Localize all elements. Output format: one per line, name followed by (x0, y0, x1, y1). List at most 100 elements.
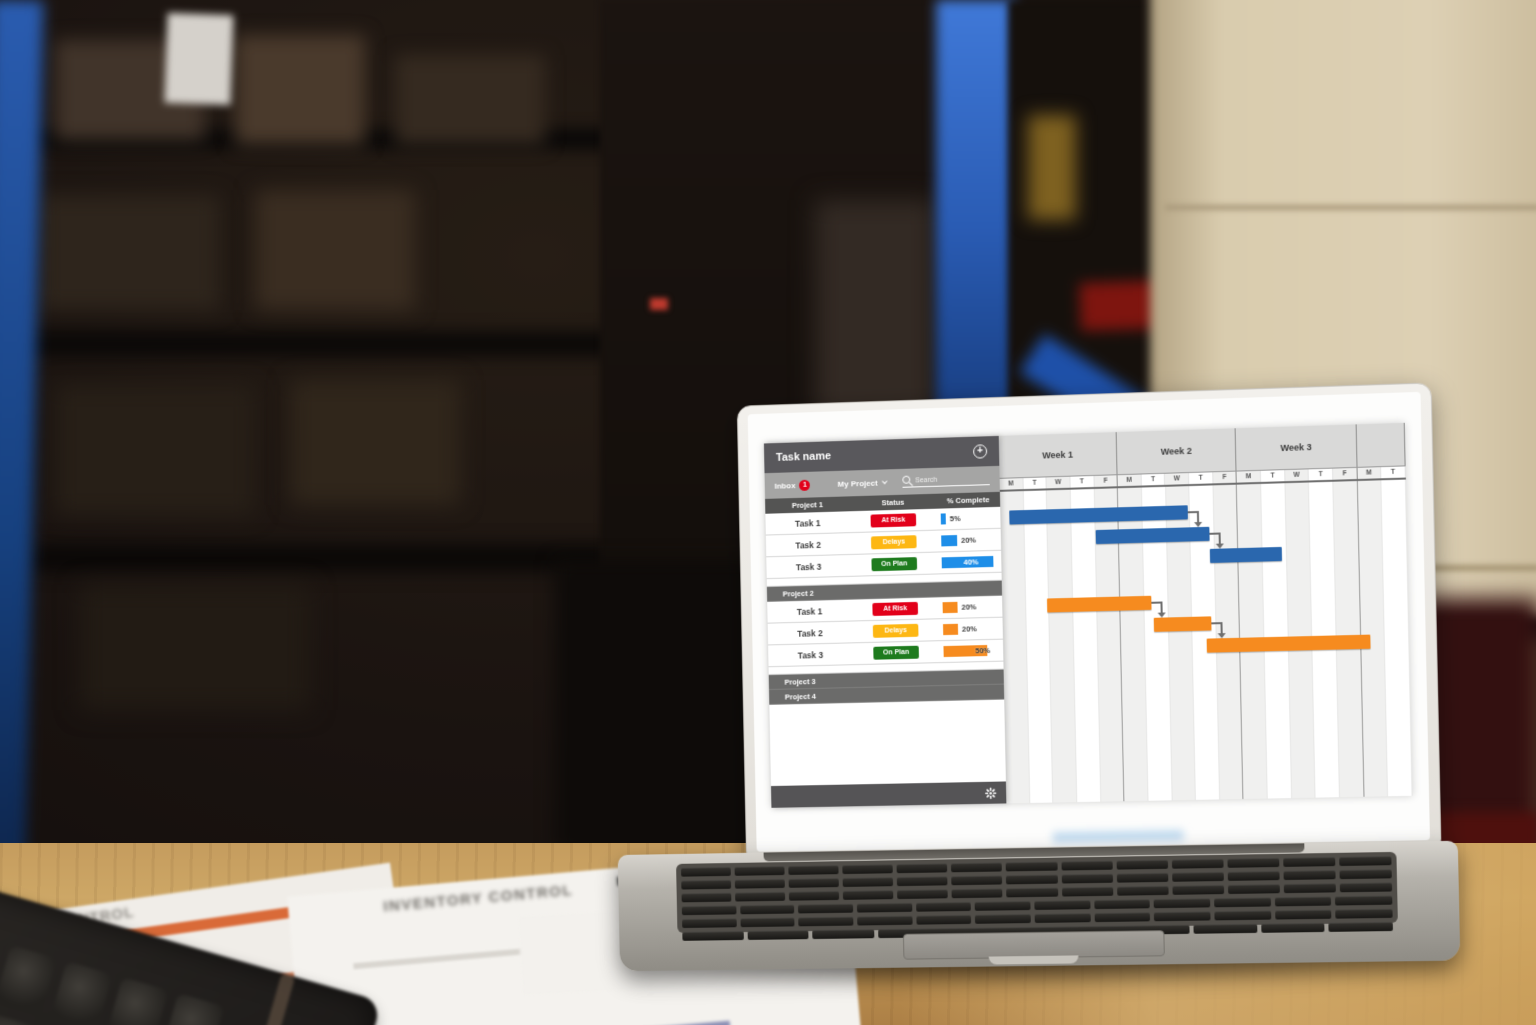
keyboard-key (857, 915, 913, 926)
keyboard-key (1193, 923, 1258, 934)
document-text-line (580, 1020, 731, 1025)
keyboard-key (734, 866, 785, 876)
keyboard-key (974, 901, 1031, 911)
keyboard-key (1227, 871, 1280, 881)
settings-gear-icon[interactable] (984, 786, 997, 799)
gantt-bar[interactable] (1154, 616, 1212, 632)
keyboard-key (739, 904, 795, 915)
laptop-lid: Task name + Inbox 1 My Project (736, 382, 1442, 865)
status-badge: Delays (870, 535, 917, 550)
gantt-day-label: T (1023, 477, 1047, 490)
dependency-connector (1157, 612, 1166, 618)
gantt-day-label: T (1070, 475, 1095, 488)
keyboard-key (1061, 860, 1113, 871)
gantt-day-label: T (1260, 470, 1286, 482)
gantt-day-label: M (1357, 467, 1382, 480)
keyboard-key (1006, 887, 1058, 898)
keyboard-key (747, 930, 809, 940)
gantt-bar[interactable] (1046, 595, 1152, 613)
keyboard-key (1154, 911, 1211, 922)
gantt-body (999, 479, 1413, 804)
keyboard-key (916, 914, 972, 925)
search-box[interactable] (902, 473, 990, 488)
keyboard-key (1261, 922, 1325, 933)
shelf-beam (30, 545, 610, 571)
gantt-day-label: M (999, 478, 1024, 490)
keyboard-key (1061, 886, 1113, 897)
search-icon (902, 475, 911, 484)
gantt-day-label: T (1189, 472, 1214, 485)
keyboard-key (1094, 899, 1151, 910)
inbox-button[interactable]: Inbox 1 (774, 479, 811, 491)
pallet-box (395, 55, 545, 145)
blue-rack-beam (0, 0, 44, 901)
hanging-label (164, 12, 234, 106)
keyboard-key (951, 862, 1003, 873)
pallet-box (235, 35, 365, 145)
gantt-week-header: Week 3 (1236, 424, 1358, 471)
panel-footer (771, 781, 1007, 808)
keyboard-key (682, 918, 737, 928)
keyboard-key (798, 916, 854, 927)
gantt-day-label: F (1333, 467, 1358, 480)
keyboard-key (1172, 884, 1224, 895)
percent-label: 5% (949, 513, 961, 524)
keyboard-key (897, 876, 948, 887)
keyboard-key (896, 863, 948, 874)
task-name: Task 2 (795, 539, 821, 551)
keyboard-key (843, 890, 894, 900)
task-panel: Task name + Inbox 1 My Project (763, 435, 1007, 808)
search-input[interactable] (915, 475, 983, 485)
keyboard-key (681, 879, 732, 890)
keyboard-key (897, 889, 949, 900)
gantt-bar[interactable] (1209, 546, 1283, 564)
dependency-connector (1217, 633, 1226, 639)
status-badge: On Plan (871, 557, 918, 572)
pallet-box (290, 380, 460, 505)
project-selector[interactable]: My Project (838, 478, 888, 488)
keyboard-key (1339, 882, 1393, 893)
page-title: Task name (775, 450, 832, 464)
percent-label: 20% (961, 624, 977, 634)
keyboard-key (1227, 857, 1280, 868)
task-name: Task 3 (797, 649, 824, 661)
keyboard-key (788, 865, 839, 875)
project-app-window: Task name + Inbox 1 My Project (763, 422, 1413, 808)
keyboard-key (1328, 921, 1393, 932)
progress-bar (940, 513, 946, 525)
gantt-day-label: F (1094, 475, 1118, 487)
column-header-status: Status (881, 497, 905, 508)
keyboard-key (789, 890, 840, 901)
percent-label: 20% (961, 535, 977, 545)
status-badge: Delays (872, 623, 919, 638)
keyboard-key (1171, 871, 1224, 882)
keyboard-key (681, 905, 737, 916)
gantt-day-label: M (1236, 470, 1262, 483)
calculator-key (161, 993, 225, 1025)
percent-label: 40% (963, 557, 979, 567)
lid-notch (988, 955, 1079, 965)
group-name: Project 3 (784, 676, 816, 687)
keyboard-key (842, 864, 894, 875)
keyboard-key (740, 917, 795, 928)
gantt-day-label: T (1381, 466, 1406, 479)
keyboard-key (1006, 874, 1058, 885)
gantt-day-label: W (1046, 476, 1071, 489)
keyboard-key (1153, 898, 1211, 909)
status-badge: At Risk (872, 601, 919, 616)
keyboard-key (680, 866, 731, 877)
keyboard-key (1034, 913, 1091, 923)
keyboard-key (1274, 896, 1332, 907)
keyboard-key (1274, 909, 1332, 920)
group-name: Project 2 (782, 588, 814, 598)
keyboard-key (975, 914, 1031, 924)
keyboard-key (1283, 883, 1336, 894)
progress-bar (943, 623, 959, 636)
box-seam (1165, 205, 1536, 210)
gantt-week-header: Week 2 (1116, 428, 1237, 475)
progress-bar (942, 601, 958, 614)
keyboard-key (798, 903, 854, 914)
task-name: Task 2 (797, 627, 823, 639)
gantt-day-label: F (1213, 471, 1238, 484)
add-task-button[interactable]: + (973, 444, 988, 459)
